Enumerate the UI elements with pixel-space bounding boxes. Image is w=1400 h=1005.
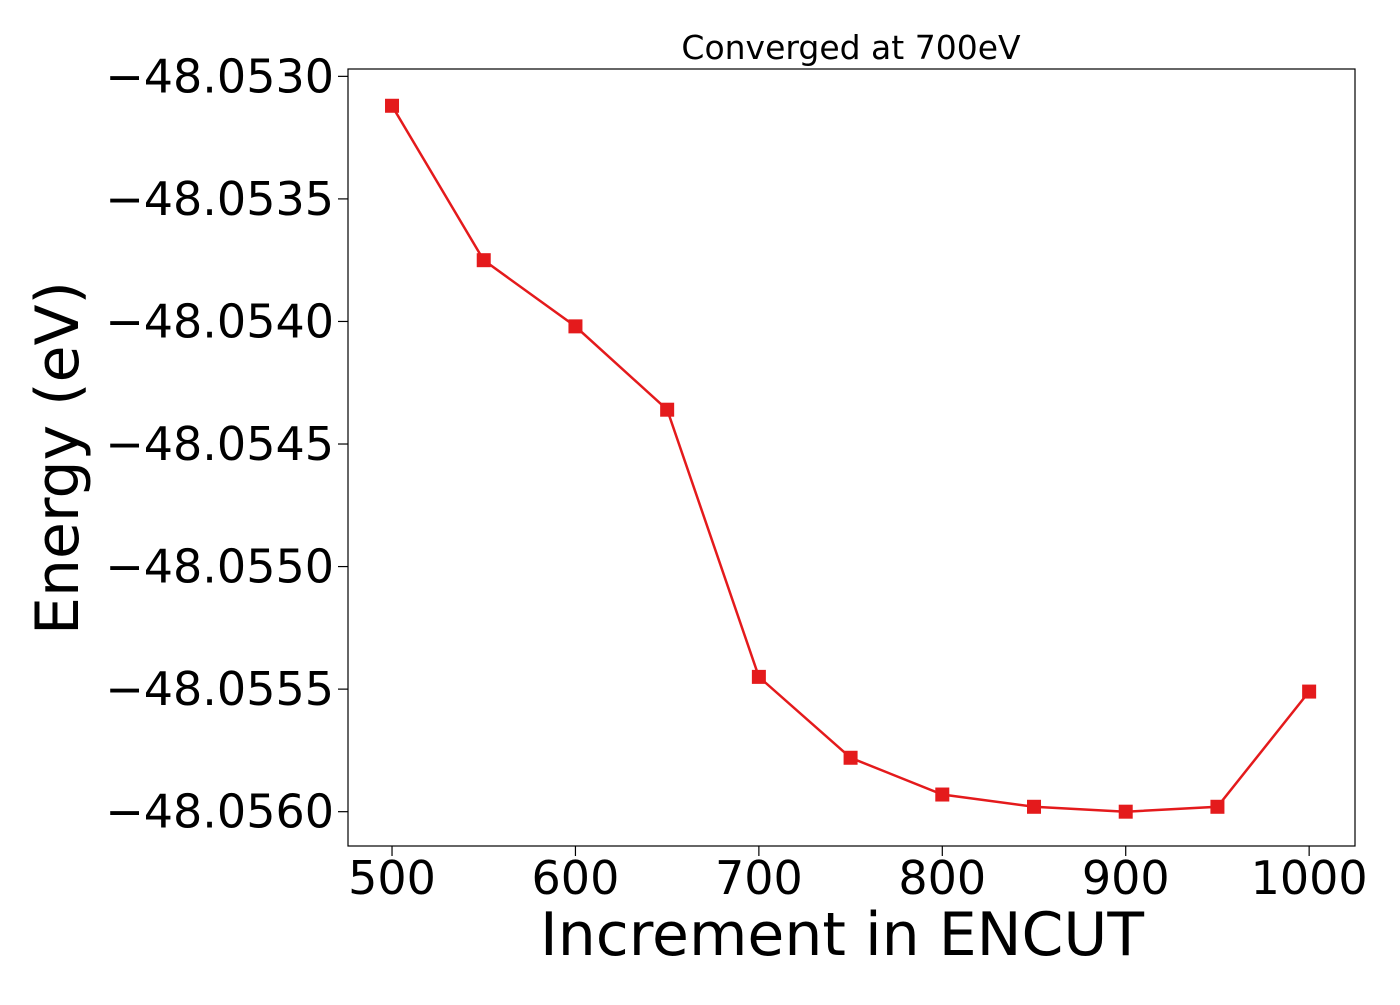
data-point <box>476 253 491 268</box>
y-tick-label: −48.0550 <box>105 540 334 594</box>
plot-area <box>347 68 1356 847</box>
x-tick-label: 600 <box>532 851 620 905</box>
x-tick-label: 1000 <box>1251 851 1368 905</box>
y-tick-label: −48.0545 <box>105 417 334 471</box>
data-point <box>660 402 675 417</box>
series-line <box>390 105 1311 813</box>
x-tick-label: 700 <box>715 851 803 905</box>
y-axis: −48.0530 −48.0535 −48.0540 −48.0545 −48.0550… <box>105 49 348 839</box>
data-point <box>935 787 950 802</box>
x-tick-label: 800 <box>898 851 986 905</box>
y-tick-label: −48.0560 <box>105 785 334 839</box>
x-tick-label: 900 <box>1082 851 1170 905</box>
data-point <box>1118 804 1133 819</box>
data-point <box>843 750 858 765</box>
x-tick-label: 500 <box>348 851 436 905</box>
data-point <box>568 319 583 334</box>
y-tick-label: −48.0555 <box>105 662 334 716</box>
y-tick-label: −48.0540 <box>105 294 334 348</box>
data-point <box>1210 799 1225 814</box>
x-axis: 500 600 700 800 900 1000 <box>348 846 1368 905</box>
y-axis-label: Energy (eV) <box>23 281 93 635</box>
data-point <box>385 98 400 113</box>
data-point <box>1027 799 1042 814</box>
chart-title: Converged at 700eV <box>681 28 1021 67</box>
series-group <box>385 98 1317 819</box>
x-axis-label: Increment in ENCUT <box>540 900 1144 970</box>
y-tick-label: −48.0535 <box>105 172 334 226</box>
data-point <box>1302 684 1317 699</box>
y-tick-label: −48.0530 <box>105 49 334 103</box>
data-point <box>751 669 766 684</box>
